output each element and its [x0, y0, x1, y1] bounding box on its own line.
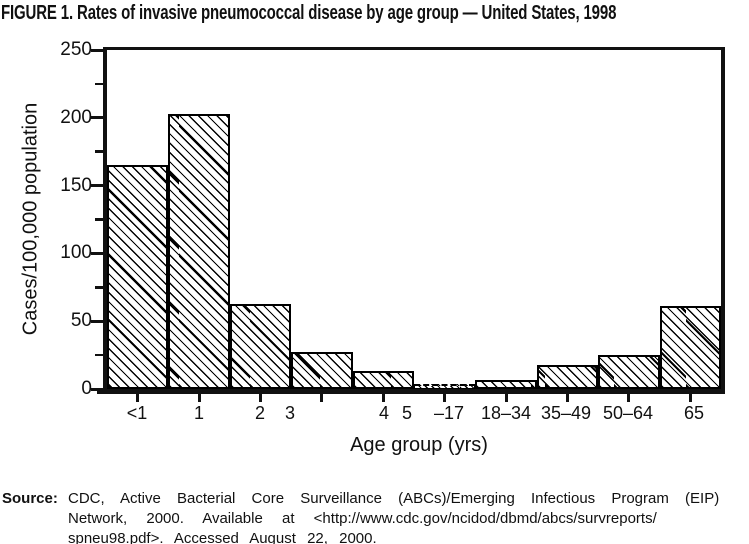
x-tick-label-3: 3	[284, 403, 296, 423]
y-tick-label-250: 250	[60, 39, 92, 60]
y-tick-label-0: 0	[81, 378, 92, 399]
y-major-tick-0	[91, 387, 103, 391]
x-tick-label-–17: –17	[433, 403, 465, 423]
x-tick-0	[136, 394, 140, 402]
x-tick-1	[197, 394, 201, 402]
bar-65	[659, 306, 721, 389]
bar-5–17	[414, 384, 476, 389]
x-tick-label-1: 1	[193, 403, 205, 423]
bar-<1	[107, 165, 169, 389]
x-tick-9	[688, 394, 692, 402]
bar-35–49	[536, 364, 599, 389]
source-line-1: CDC, Active Bacterial Core Surveillance …	[68, 490, 720, 507]
y-tick-label-100: 100	[60, 242, 92, 264]
bars-container	[107, 50, 721, 389]
bar-1	[168, 113, 230, 389]
y-tick-label-200: 200	[60, 106, 92, 128]
x-tick-label-65: 65	[683, 403, 705, 423]
x-tick-label-35–49: 35–49	[540, 403, 592, 423]
x-axis-label: Age group (yrs)	[350, 434, 488, 456]
bar-3	[291, 352, 353, 389]
y-tick-label-150: 150	[60, 174, 92, 196]
source-label: Source:	[2, 490, 58, 507]
figure-title: FIGURE 1. Rates of invasive pneumococcal…	[1, 2, 617, 24]
x-tick-2	[259, 394, 262, 402]
source-line-2: Network, 2000. Available at <http://www.…	[68, 510, 657, 527]
bar-50–64	[598, 355, 660, 389]
y-major-tick-100	[91, 251, 103, 255]
x-axis-line-extension	[97, 389, 107, 394]
y-tick-label-50: 50	[70, 310, 92, 332]
source-line-3: spneu98.pdf>. Accessed August 22, 2000.	[68, 530, 377, 544]
y-minor-tick-75	[95, 286, 103, 289]
y-major-tick-250	[91, 48, 103, 52]
y-axis-label: Cases/100,000 population	[19, 102, 42, 336]
y-major-tick-50	[91, 319, 103, 323]
x-tick-7	[566, 394, 569, 402]
y-minor-tick-225	[95, 82, 103, 86]
x-tick-4	[381, 394, 385, 402]
x-tick-label-2: 2	[254, 403, 266, 423]
x-tick-label-<1: <1	[126, 403, 148, 423]
x-tick-8	[627, 394, 631, 402]
y-major-tick-150	[91, 184, 103, 188]
y-minor-tick-175	[95, 150, 103, 153]
bar-2	[229, 303, 292, 389]
y-major-tick-200	[91, 116, 103, 120]
x-tick-label-50–64: 50–64	[602, 403, 654, 423]
bar-18–34	[475, 379, 537, 389]
x-tick-label-5: 5	[401, 403, 413, 423]
x-tick-label-18–34: 18–34	[480, 403, 532, 423]
x-tick-label-4: 4	[378, 403, 390, 423]
x-tick-3	[320, 394, 324, 402]
x-tick-6	[504, 394, 508, 402]
y-minor-tick-25	[95, 353, 103, 357]
x-tick-5	[443, 394, 447, 402]
bar-4	[352, 371, 414, 389]
y-minor-tick-125	[95, 218, 103, 221]
